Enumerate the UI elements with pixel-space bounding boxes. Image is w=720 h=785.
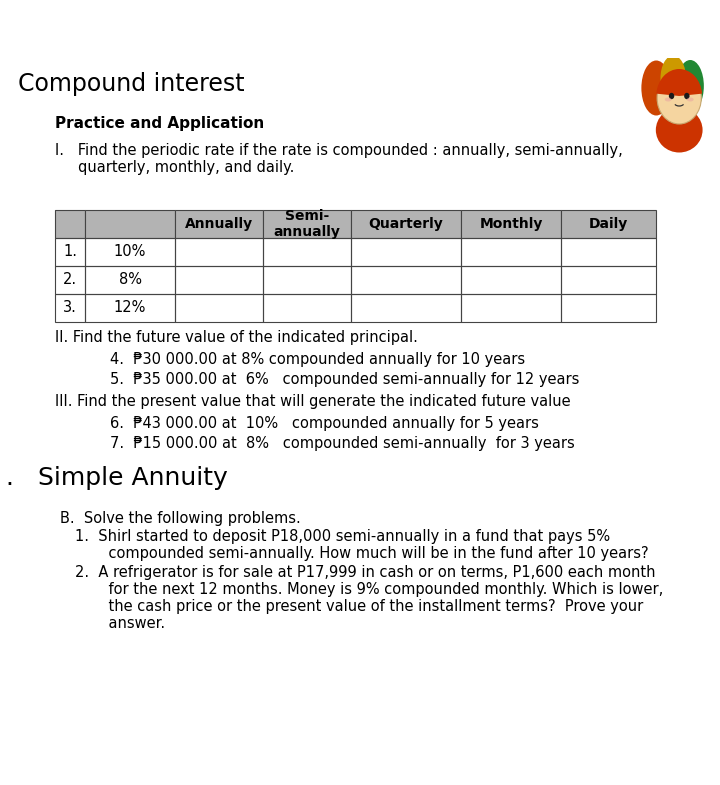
Bar [351,294,461,322]
Bar [55,266,85,294]
Bar [85,210,175,238]
Text: 4.  ₱30 000.00 at 8% compounded annually for 10 years: 4. ₱30 000.00 at 8% compounded annually … [110,352,525,367]
Text: .: . [5,466,13,490]
Text: Compound interest: Compound interest [18,72,245,96]
Text: 7.  ₱15 000.00 at  8%   compounded semi-annually  for 3 years: 7. ₱15 000.00 at 8% compounded semi-annu… [110,436,575,451]
Text: 2.: 2. [63,272,77,287]
Text: I.   Find the periodic rate if the rate is compounded : annually, semi-annually,: I. Find the periodic rate if the rate is… [55,143,623,158]
Bar [55,210,85,238]
Bar [175,294,263,322]
Text: Annually: Annually [185,217,253,231]
Text: 2.  A refrigerator is for sale at P17,999 in cash or on terms, P1,600 each month: 2. A refrigerator is for sale at P17,999… [75,565,655,580]
Text: 1.: 1. [63,244,77,260]
Bar [351,210,461,238]
Ellipse shape [665,97,672,101]
Bar [461,266,561,294]
Bar [85,238,175,266]
Bar [561,210,656,238]
Bar [561,238,656,266]
Bar [175,210,263,238]
Bar [55,210,85,238]
Text: Semi-
annually: Semi- annually [274,209,341,239]
Bar [263,210,351,238]
Text: 10%: 10% [114,244,146,260]
Bar [263,210,351,238]
Bar [461,210,561,238]
Bar [263,266,351,294]
Text: for the next 12 months. Money is 9% compounded monthly. Which is lower,: for the next 12 months. Money is 9% comp… [90,582,663,597]
Bar [351,210,461,238]
Bar [461,210,561,238]
Bar [85,266,175,294]
Bar [175,238,263,266]
Bar [461,238,561,266]
Text: 5.  ₱35 000.00 at  6%   compounded semi-annually for 12 years: 5. ₱35 000.00 at 6% compounded semi-annu… [110,372,580,387]
Circle shape [657,72,701,124]
Text: 1.  Shirl started to deposit P18,000 semi-annually in a fund that pays 5%: 1. Shirl started to deposit P18,000 semi… [75,529,610,544]
Bar [561,210,656,238]
Bar [351,266,461,294]
Text: III. Find the present value that will generate the indicated future value: III. Find the present value that will ge… [55,394,571,409]
Text: 6.  ₱43 000.00 at  10%   compounded annually for 5 years: 6. ₱43 000.00 at 10% compounded annually… [110,416,539,431]
Text: II. Find the future value of the indicated principal.: II. Find the future value of the indicat… [55,330,418,345]
Bar [55,238,85,266]
Circle shape [669,93,674,99]
Text: answer.: answer. [90,616,165,631]
Text: Quarterly: Quarterly [369,217,444,231]
Text: Daily: Daily [589,217,628,231]
Bar [175,266,263,294]
Text: Simple Annuity: Simple Annuity [22,466,228,490]
Bar [461,294,561,322]
Text: the cash price or the present value of the installment terms?  Prove your: the cash price or the present value of t… [90,599,643,614]
Bar [175,210,263,238]
Ellipse shape [687,97,693,101]
Text: Monthly: Monthly [480,217,543,231]
Bar [561,266,656,294]
Ellipse shape [656,108,703,152]
Text: Practice and Application: Practice and Application [55,116,264,131]
Ellipse shape [642,60,671,115]
Bar [561,294,656,322]
Text: quarterly, monthly, and daily.: quarterly, monthly, and daily. [55,160,294,175]
Bar [85,294,175,322]
Ellipse shape [660,56,686,100]
Ellipse shape [677,60,704,112]
Bar [263,238,351,266]
Text: 8%: 8% [119,272,142,287]
Bar [351,238,461,266]
Circle shape [684,93,690,99]
Text: compounded semi-annually. How much will be in the fund after 10 years?: compounded semi-annually. How much will … [90,546,649,561]
Text: 12%: 12% [114,301,146,316]
Bar [55,294,85,322]
Bar [85,210,175,238]
Text: B.  Solve the following problems.: B. Solve the following problems. [60,511,301,526]
Wedge shape [657,69,702,96]
Text: 3.: 3. [63,301,77,316]
Bar [263,294,351,322]
